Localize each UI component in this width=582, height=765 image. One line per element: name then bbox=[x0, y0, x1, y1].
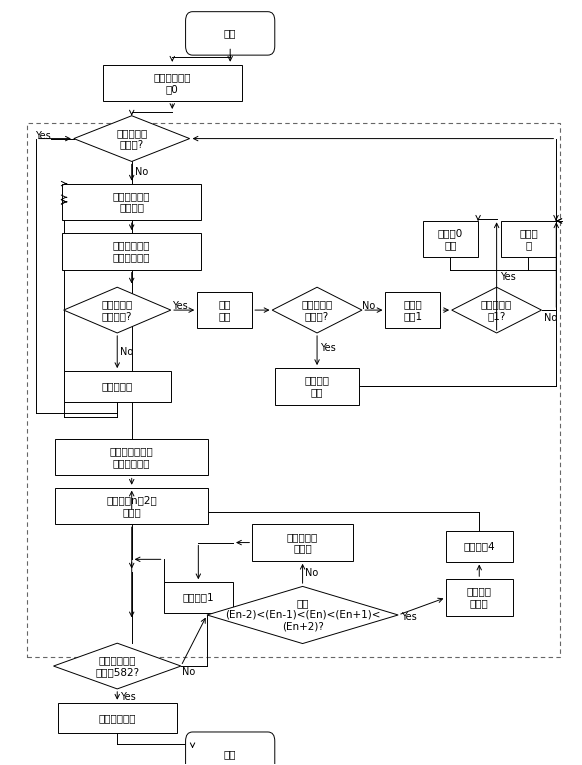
FancyBboxPatch shape bbox=[385, 291, 440, 328]
Text: Yes: Yes bbox=[401, 611, 417, 621]
Text: 设定频率，采
集能量值: 设定频率，采 集能量值 bbox=[113, 191, 151, 213]
Text: 得到所有峰值: 得到所有峰值 bbox=[98, 713, 136, 723]
FancyBboxPatch shape bbox=[446, 579, 513, 616]
Text: 频点不
变: 频点不 变 bbox=[519, 229, 538, 250]
Text: 所有频点采
集完成?: 所有频点采 集完成? bbox=[116, 128, 147, 149]
Text: 当前频点号
为1?: 当前频点号 为1? bbox=[481, 299, 512, 321]
FancyBboxPatch shape bbox=[63, 371, 171, 402]
Polygon shape bbox=[207, 587, 398, 643]
Text: 毛刺数
量加1: 毛刺数 量加1 bbox=[403, 299, 422, 321]
Text: No: No bbox=[306, 568, 319, 578]
Text: 峰值获取
失败: 峰值获取 失败 bbox=[304, 376, 329, 397]
Text: No: No bbox=[182, 667, 196, 677]
FancyBboxPatch shape bbox=[62, 184, 201, 220]
Text: 退回第0
频点: 退回第0 频点 bbox=[438, 229, 463, 250]
FancyBboxPatch shape bbox=[197, 291, 252, 328]
Text: 当前频点
是峰值: 当前频点 是峰值 bbox=[467, 587, 492, 608]
Polygon shape bbox=[272, 287, 362, 333]
Text: 当前频点不
是峰值: 当前频点不 是峰值 bbox=[287, 532, 318, 553]
Text: 结束: 结束 bbox=[224, 749, 236, 759]
Text: Yes: Yes bbox=[120, 692, 136, 702]
FancyBboxPatch shape bbox=[423, 221, 478, 258]
Text: 频点号加4: 频点号加4 bbox=[463, 542, 495, 552]
FancyBboxPatch shape bbox=[252, 524, 353, 561]
FancyBboxPatch shape bbox=[103, 65, 242, 101]
Polygon shape bbox=[54, 643, 181, 689]
Text: 满足
(En-2)<(En-1)<(En)<(En+1)<
(En+2)?: 满足 (En-2)<(En-1)<(En)<(En+1)< (En+2)? bbox=[225, 598, 380, 632]
Text: Yes: Yes bbox=[320, 343, 336, 353]
FancyBboxPatch shape bbox=[446, 531, 513, 562]
Polygon shape bbox=[74, 116, 190, 161]
Polygon shape bbox=[452, 287, 541, 333]
FancyBboxPatch shape bbox=[58, 702, 176, 733]
Text: No: No bbox=[544, 313, 557, 323]
FancyBboxPatch shape bbox=[164, 582, 233, 613]
Text: 下一个频点: 下一个频点 bbox=[102, 381, 133, 392]
Text: No: No bbox=[120, 347, 133, 357]
Text: 设定起始频点
为0: 设定起始频点 为0 bbox=[154, 72, 191, 94]
Text: 达到最大毛
刺数量?: 达到最大毛 刺数量? bbox=[301, 299, 333, 321]
Text: 当前频点号大
于等于582?: 当前频点号大 于等于582? bbox=[95, 656, 139, 677]
FancyBboxPatch shape bbox=[186, 732, 275, 765]
Text: 与上一个频点
的能量值做差: 与上一个频点 的能量值做差 bbox=[113, 241, 151, 262]
Text: 当前频点n从2开
始计数: 当前频点n从2开 始计数 bbox=[107, 495, 157, 517]
FancyBboxPatch shape bbox=[501, 221, 556, 258]
Text: 能量差大于
毛刺限值?: 能量差大于 毛刺限值? bbox=[102, 299, 133, 321]
FancyBboxPatch shape bbox=[275, 368, 359, 405]
Text: No: No bbox=[362, 301, 375, 311]
Text: Yes: Yes bbox=[35, 132, 51, 142]
Text: Yes: Yes bbox=[499, 272, 515, 282]
Text: No: No bbox=[134, 167, 148, 177]
Polygon shape bbox=[63, 287, 171, 333]
Text: Yes: Yes bbox=[172, 301, 187, 311]
FancyBboxPatch shape bbox=[186, 11, 275, 55]
Text: 开始: 开始 bbox=[224, 28, 236, 38]
Text: 出现
毛刺: 出现 毛刺 bbox=[218, 299, 230, 321]
Text: 对曲线进行五点
三次平滑处理: 对曲线进行五点 三次平滑处理 bbox=[110, 447, 154, 468]
Text: 频点号加1: 频点号加1 bbox=[183, 592, 214, 603]
FancyBboxPatch shape bbox=[62, 233, 201, 270]
FancyBboxPatch shape bbox=[55, 487, 208, 524]
FancyBboxPatch shape bbox=[55, 439, 208, 476]
